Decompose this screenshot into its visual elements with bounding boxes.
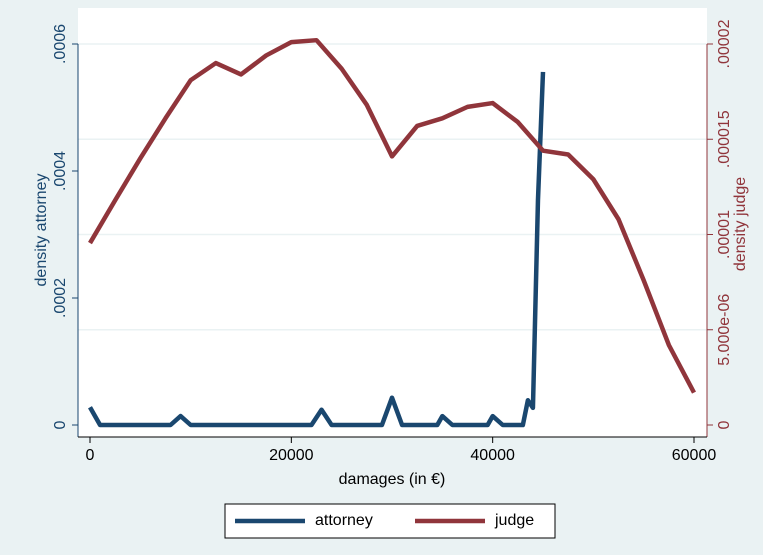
y2-tick-label: 0 <box>716 420 733 429</box>
x-axis-title: damages (in €) <box>339 471 446 488</box>
y2-tick-label: .000015 <box>716 110 733 168</box>
series-line <box>88 37 696 394</box>
y2-tick-label: .00001 <box>716 210 733 259</box>
legend-label: attorney <box>315 512 373 529</box>
y2-tick-label: 5.000e-06 <box>716 294 733 366</box>
y2-tick-label: .00002 <box>716 19 733 68</box>
y-tick-label: .0006 <box>52 24 69 64</box>
x-tick-label: 60000 <box>672 447 717 464</box>
y2-axis-title: density judge <box>732 177 749 271</box>
x-tick-label: 20000 <box>269 447 314 464</box>
y-tick-label: .0004 <box>52 151 69 191</box>
y-axis-title: density attorney <box>33 174 50 287</box>
series-line <box>88 71 546 428</box>
plot-area <box>78 8 707 437</box>
x-tick-label: 40000 <box>470 447 515 464</box>
x-tick-label: 0 <box>86 447 95 464</box>
y-tick-label: 0 <box>52 420 69 429</box>
legend-label: judge <box>494 512 534 529</box>
y-tick-label: .0002 <box>52 278 69 318</box>
